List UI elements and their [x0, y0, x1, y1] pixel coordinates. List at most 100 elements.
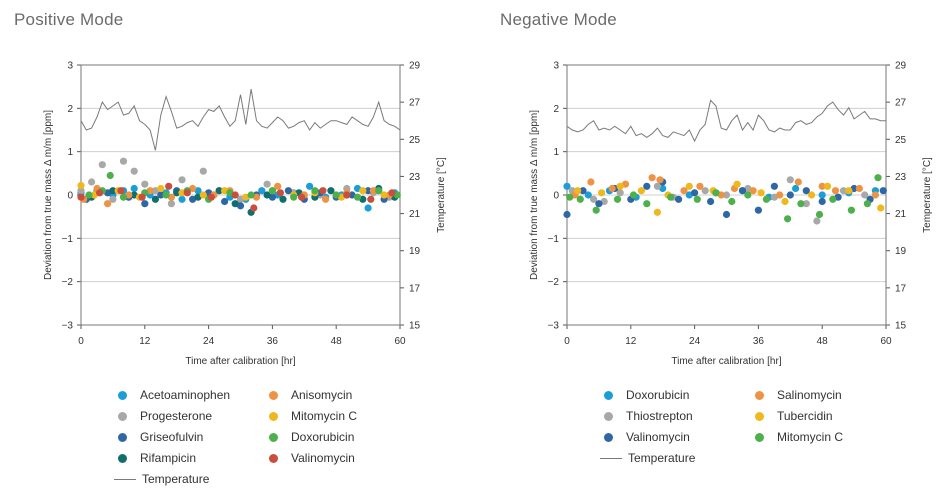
data-point [839, 187, 848, 195]
data-point [738, 187, 747, 195]
x-tick-label: 36 [753, 336, 765, 347]
data-point [802, 200, 810, 208]
data-point [221, 197, 229, 206]
data-point [847, 206, 855, 214]
legend-line-swatch [600, 457, 622, 459]
negative-mode-panel: Negative Mode 3 2 1 0 −1 −2 −3 29 27 25 23 21 19 17 15… [486, 0, 944, 498]
legend-item: Thiostrepton [604, 409, 693, 423]
data-point [276, 189, 284, 197]
legend-item: Valinomycin [269, 451, 355, 465]
data-point [722, 191, 731, 199]
x-axis-label: Time after calibration [hr] [185, 356, 295, 367]
data-point [744, 191, 752, 199]
legend-item: Rifampicin [118, 451, 196, 465]
legend-label: Mitomycin C [777, 430, 844, 444]
data-point [613, 195, 622, 203]
y-axis-label: Deviation from true mass Δ m/m [ppm] [43, 110, 54, 280]
y-tick-label: 2 [553, 104, 559, 115]
y-axis-label: Deviation from true mass Δ m/m [ppm] [529, 110, 540, 280]
data-point [178, 176, 186, 184]
y-tick-label: 3 [67, 61, 73, 72]
legend-item: Doxorubicin [269, 430, 354, 444]
data-point [749, 187, 757, 195]
legend-swatch [755, 432, 764, 442]
data-point [776, 191, 784, 199]
legend-swatch [118, 411, 127, 421]
legend-item: Anisomycin [269, 388, 352, 402]
data-point [298, 193, 306, 201]
data-point [165, 182, 173, 190]
data-point [685, 182, 693, 190]
legend-label: Salinomycin [777, 388, 842, 402]
y-tick-label: −3 [62, 321, 74, 332]
data-point [696, 182, 704, 190]
data-point [189, 195, 197, 203]
data-point [855, 184, 863, 193]
data-point [157, 184, 165, 193]
data-point [263, 191, 271, 199]
y2-tick-label: 25 [895, 135, 907, 146]
data-point [252, 193, 261, 201]
legend-item: Griseofulvin [118, 430, 203, 444]
data-point [215, 187, 223, 195]
series-tubercidin [574, 180, 885, 216]
data-point [178, 195, 186, 203]
data-point [85, 191, 93, 199]
data-point [587, 178, 595, 186]
data-point [818, 191, 826, 199]
legend-item: Temperature [600, 451, 695, 465]
y2-tick-label: 17 [409, 283, 421, 294]
y2-tick-label: 17 [895, 283, 907, 294]
data-point [584, 191, 592, 199]
data-point [712, 189, 720, 197]
data-point [722, 210, 731, 219]
data-point [656, 176, 664, 184]
data-point [104, 200, 112, 208]
data-point [728, 197, 736, 206]
chart-title: Positive Mode [14, 10, 124, 29]
data-point [77, 181, 85, 190]
y2-tick-label: 29 [409, 61, 421, 72]
data-point [871, 191, 879, 199]
data-point [77, 187, 85, 195]
data-point [757, 189, 765, 197]
y2-tick-label: 15 [409, 321, 421, 332]
legend-swatch [604, 390, 613, 400]
y-tick-label: 1 [553, 147, 559, 158]
data-point [815, 210, 824, 219]
x-tick-label: 36 [267, 336, 279, 347]
data-point [707, 197, 715, 206]
data-point [138, 193, 146, 201]
data-point [579, 187, 587, 195]
legend-item: Acetoaminophen [118, 388, 230, 402]
data-point [367, 195, 375, 203]
legend-label: Griseofulvin [140, 430, 204, 444]
data-point [675, 195, 683, 203]
y-tick-label: −2 [62, 277, 74, 288]
data-point [130, 184, 138, 193]
data-point [157, 191, 165, 199]
legend-swatch [269, 411, 278, 421]
legend-swatch [269, 390, 278, 400]
data-point [762, 195, 770, 203]
data-point [119, 157, 128, 165]
legend-swatch [755, 411, 764, 421]
data-point [231, 191, 239, 199]
data-point [119, 193, 128, 201]
legend-item: Mitomycin C [269, 409, 357, 423]
legend-item: Valinomycin [604, 430, 690, 444]
data-point [207, 193, 215, 201]
temperature-line [566, 99, 886, 143]
data-point [380, 191, 388, 199]
legend-item: Mitomycin C [755, 430, 843, 444]
data-point [88, 178, 96, 186]
data-point [861, 191, 869, 199]
data-point [648, 174, 656, 182]
legend-swatch [118, 390, 127, 400]
data-point [701, 187, 709, 195]
data-point [117, 187, 125, 195]
data-point [319, 187, 327, 195]
data-point [332, 191, 340, 199]
data-point [364, 204, 372, 212]
